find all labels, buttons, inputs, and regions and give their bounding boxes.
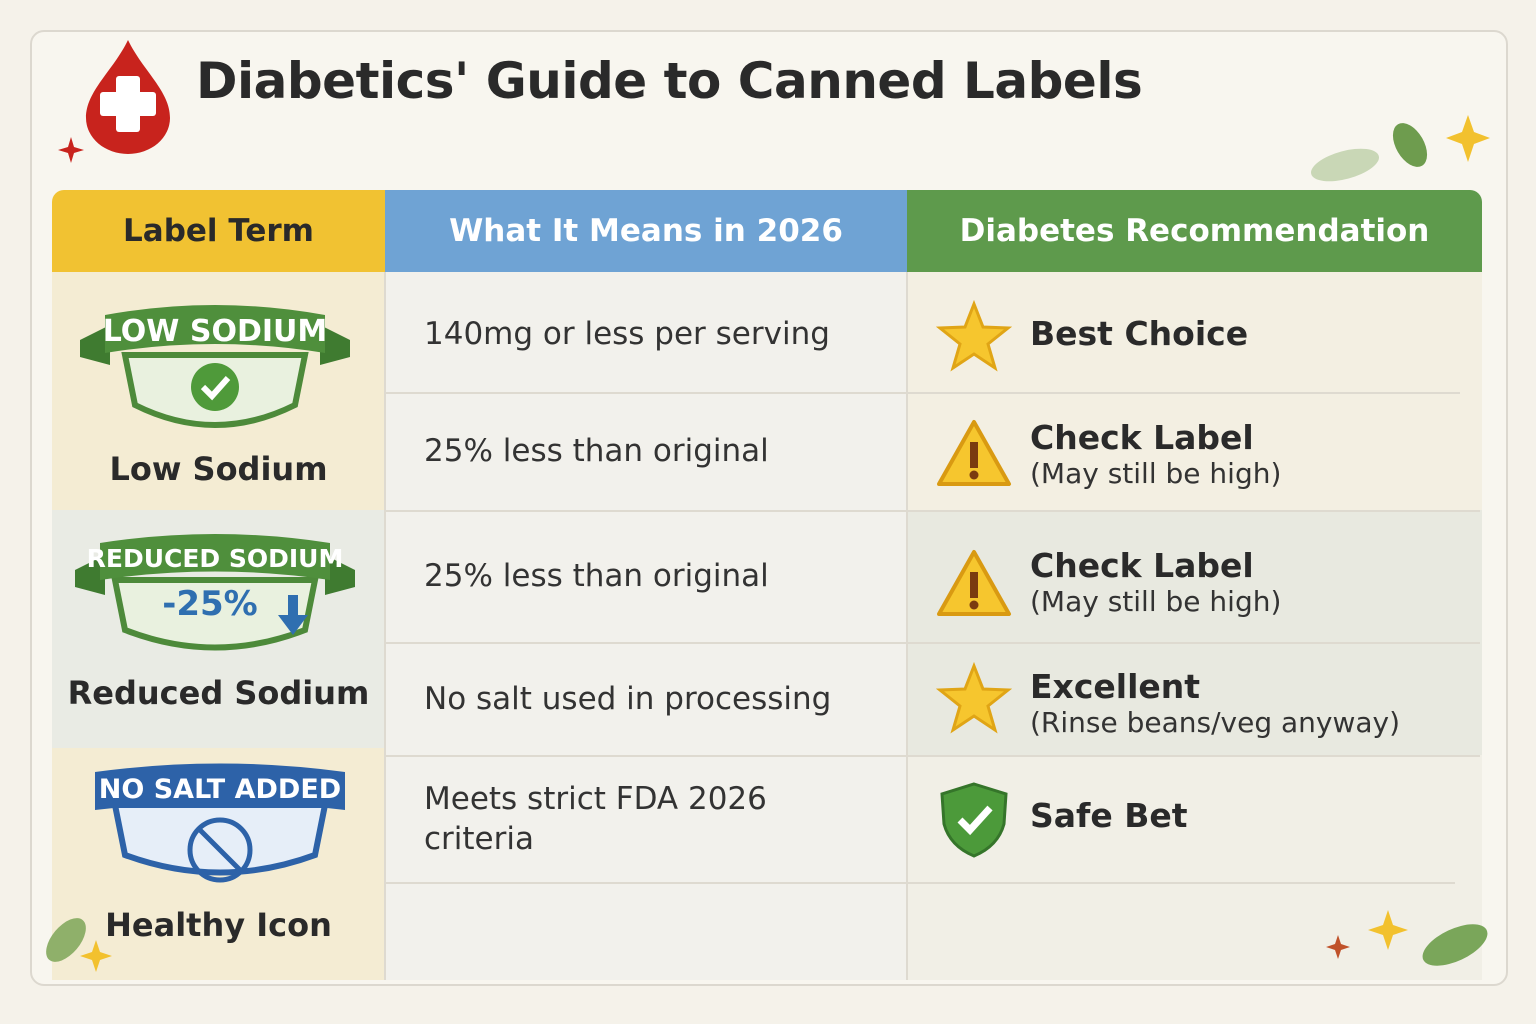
star-icon (936, 300, 1012, 372)
recommendation: Safe Bet (1030, 755, 1188, 875)
column-header: What It Means in 2026 (385, 190, 907, 272)
row-line (385, 755, 1480, 757)
row-line (385, 510, 1480, 512)
label-term-name: Low Sodium (109, 450, 328, 488)
meaning: Meets strict FDA 2026 criteria (424, 780, 767, 857)
warning-icon (937, 420, 1011, 486)
rec-note: (Rinse beans/veg anyway) (1030, 705, 1401, 739)
label-term-name: Healthy Icon (105, 906, 332, 944)
divider (906, 272, 908, 980)
meaning: No salt used in processing (424, 680, 832, 717)
recommendation: Best Choice (1030, 275, 1248, 392)
star-icon (936, 662, 1012, 734)
decoration (1326, 910, 1488, 966)
rec-title: Safe Bet (1030, 795, 1188, 835)
badge-text: REDUCED SODIUM (87, 544, 344, 573)
rec-note: (May still be high) (1030, 457, 1282, 490)
badge-low-sodium: LOW SODIUM (80, 305, 350, 428)
rec-note: (May still be high) (1030, 585, 1282, 618)
decoration (46, 918, 112, 972)
column-header: Label Term (52, 190, 385, 272)
recommendation: Excellent (Rinse beans/veg anyway) (1030, 650, 1400, 755)
row-line (385, 392, 1460, 394)
warning-icon (937, 550, 1011, 616)
meaning: 25% less than original (424, 558, 769, 594)
bg (385, 272, 907, 980)
badge-text: NO SALT ADDED (99, 774, 341, 805)
badge-reduced-sodium: REDUCED SODIUM -25% (75, 534, 355, 651)
decoration (1310, 115, 1490, 182)
recommendation: Check Label (May still be high) (1030, 398, 1281, 510)
row-line (385, 882, 1455, 884)
rec-title: Check Label (1030, 546, 1254, 585)
label-term-name: Reduced Sodium (67, 674, 370, 712)
badge-value: -25% (162, 584, 258, 624)
meaning: 140mg or less per serving (424, 315, 830, 352)
logo-drop (86, 40, 170, 154)
badge-no-salt: NO SALT ADDED (95, 763, 345, 883)
bg (907, 510, 1482, 755)
rec-title: Best Choice (1030, 314, 1249, 353)
title: Diabetics' Guide to Canned Labels (196, 52, 1143, 110)
column-header: Diabetes Recommendation (907, 190, 1482, 272)
shield-icon (940, 782, 1008, 858)
badge-text: LOW SODIUM (103, 314, 327, 349)
rec-title: Excellent (1030, 666, 1201, 706)
divider (384, 272, 386, 980)
recommendation: Check Label (May still be high) (1030, 522, 1281, 642)
rec-title: Check Label (1030, 418, 1254, 457)
decoration (58, 137, 84, 163)
row-line (385, 642, 1480, 644)
meaning: 25% less than original (424, 433, 769, 469)
